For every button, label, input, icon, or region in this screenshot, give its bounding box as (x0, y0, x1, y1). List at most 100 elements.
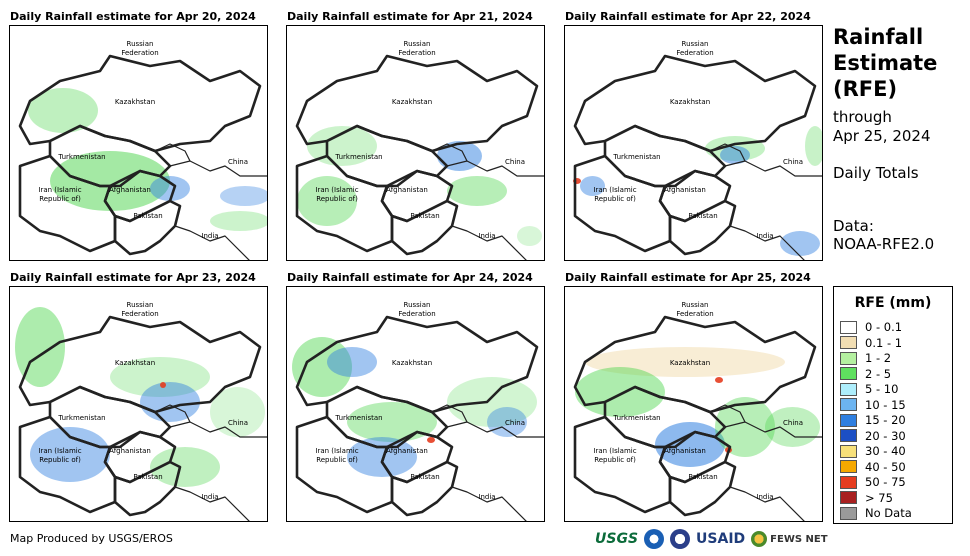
legend-swatch (840, 444, 857, 458)
country-label: Iran (Islamic (38, 447, 81, 455)
country-border (709, 143, 746, 162)
country-label: Turkmenistan (57, 414, 105, 422)
country-border (18, 154, 117, 253)
legend-label: 1 - 2 (865, 351, 892, 365)
country-label: Russian (404, 301, 431, 309)
legend-swatch (840, 506, 857, 520)
country-label: Pakistan (688, 212, 717, 220)
country-border (668, 199, 737, 256)
legend-label: No Data (865, 506, 912, 520)
rainfall-area (447, 377, 537, 427)
country-label: India (201, 493, 218, 501)
legend-swatch (840, 336, 857, 349)
country-label: Turkmenistan (334, 153, 382, 161)
country-label: Kazakhstan (115, 359, 155, 367)
country-border (573, 415, 672, 514)
country-label: Republic of) (594, 456, 636, 464)
legend-label: 5 - 10 (865, 382, 899, 396)
legend-label: 40 - 50 (865, 459, 906, 474)
country-border (154, 404, 191, 423)
legend-swatch (840, 367, 857, 380)
country-label: Republic of) (39, 195, 81, 203)
map-panel-1: Russian Federation Kazakhstan Turkmenistan C… (9, 25, 268, 261)
legend-swatch (840, 429, 857, 442)
country-label: Federation (676, 310, 713, 318)
country-border (174, 225, 250, 260)
rainfall-area (327, 347, 377, 377)
country-label: China (783, 419, 803, 427)
country-border (709, 404, 746, 423)
country-label: Republic of) (316, 456, 358, 464)
country-label: China (783, 158, 803, 166)
country-label: Federation (398, 49, 435, 57)
rainfall-area (805, 126, 822, 166)
country-label: Kazakhstan (392, 359, 432, 367)
country-label: Afghanistan (109, 186, 151, 194)
legend-item: 10 - 15 (840, 398, 906, 412)
country-border (169, 160, 267, 177)
panel-title-4: Daily Rainfall estimate for Apr 23, 2024 (10, 271, 256, 284)
country-label: Kazakhstan (392, 98, 432, 106)
rainfall-area (15, 307, 65, 387)
country-border (18, 415, 117, 514)
country-label: Afghanistan (109, 447, 151, 455)
country-label: China (228, 158, 248, 166)
panel-title-3: Daily Rainfall estimate for Apr 22, 2024 (565, 10, 811, 23)
map-panel-2: Russian Federation Kazakhstan Turkmenistan C… (286, 25, 545, 261)
country-label: India (201, 232, 218, 240)
usaid-logo: USAID (696, 531, 745, 547)
rainfall-area (575, 367, 665, 417)
fews-icon (751, 531, 768, 547)
through-date: Apr 25, 2024 (833, 127, 931, 145)
totals-label: Daily Totals (833, 164, 919, 182)
country-border (451, 486, 527, 521)
country-label: Iran (Islamic (593, 186, 636, 194)
rainfall-area (150, 447, 220, 487)
legend-label: 10 - 15 (865, 397, 906, 412)
country-label: China (228, 419, 248, 427)
rainfall-area (780, 231, 820, 256)
country-label: India (756, 232, 773, 240)
legend-swatch (840, 491, 857, 504)
rainfall-area (720, 146, 750, 164)
country-label: China (505, 158, 525, 166)
rainfall-area (517, 226, 542, 246)
legend-swatch (840, 320, 857, 334)
country-label: Republic of) (594, 195, 636, 203)
rainfall-area (765, 407, 820, 447)
map-panel-4: Russian Federation Kazakhstan Turkmenistan C… (9, 286, 268, 522)
legend-label: 50 - 75 (865, 475, 906, 489)
rainfall-area (28, 88, 98, 133)
legend-item: 50 - 75 (840, 475, 906, 489)
rainfall-area (715, 397, 775, 457)
country-label: Turkmenistan (334, 414, 382, 422)
rainfall-area (655, 422, 725, 467)
country-border (174, 486, 250, 521)
country-border (729, 225, 805, 260)
country-border (431, 404, 468, 423)
rainfall-area (427, 437, 435, 443)
legend-swatch (840, 398, 857, 411)
country-label: Pakistan (410, 212, 439, 220)
legend-label: 20 - 30 (865, 428, 906, 443)
country-border (390, 199, 459, 256)
country-border (724, 160, 822, 177)
rainfall-area (715, 377, 723, 383)
legend-item: 30 - 40 (840, 444, 906, 458)
country-border (295, 415, 394, 514)
country-border (573, 154, 672, 253)
map-panel-5: Russian Federation Kazakhstan Turkmenistan C… (286, 286, 545, 522)
country-label: Russian (127, 40, 154, 48)
country-border (729, 486, 805, 521)
credit-text: Map Produced by USGS/EROS (10, 532, 173, 545)
rainfall-area (487, 407, 527, 437)
rainfall-area (140, 382, 200, 422)
legend-label: > 75 (865, 490, 893, 505)
panel-title-5: Daily Rainfall estimate for Apr 24, 2024 (287, 271, 533, 284)
legend-label: 30 - 40 (865, 444, 906, 458)
country-label: Turkmenistan (612, 153, 660, 161)
country-label: India (478, 232, 495, 240)
legend-swatch (840, 382, 857, 396)
country-label: Republic of) (39, 456, 81, 464)
